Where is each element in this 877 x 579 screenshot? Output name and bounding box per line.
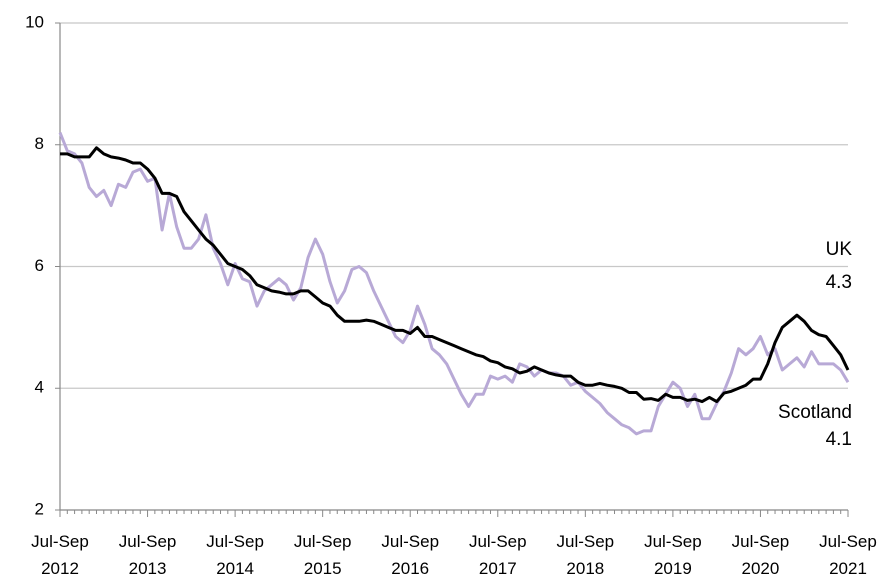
y-tick-label: 10 bbox=[25, 12, 44, 31]
data-label: 4.1 bbox=[826, 429, 852, 450]
x-tick-label: Jul-Sep 2012 bbox=[31, 532, 89, 578]
x-tick-label: Jul-Sep 2016 bbox=[381, 532, 439, 578]
x-tick-label: Jul-Sep 2015 bbox=[294, 532, 352, 578]
x-tick-label: Jul-Sep 2020 bbox=[732, 532, 790, 578]
legend-label: UK bbox=[826, 239, 853, 260]
line-series bbox=[60, 146, 850, 404]
legend-label: Scotland bbox=[778, 402, 852, 423]
x-tick-label: Jul-Sep 2018 bbox=[557, 532, 615, 578]
line-series bbox=[58, 132, 850, 436]
x-tick-label: Jul-Sep 2014 bbox=[206, 532, 264, 578]
x-tick-label: Jul-Sep 2021 bbox=[819, 532, 877, 578]
x-tick-label: Jul-Sep 2017 bbox=[469, 532, 527, 578]
y-tick-label: 6 bbox=[35, 256, 44, 275]
y-tick-label: 4 bbox=[35, 378, 44, 397]
x-tick-label: Jul-Sep 2013 bbox=[119, 532, 177, 578]
y-tick-label: 2 bbox=[35, 499, 44, 518]
data-label: 4.3 bbox=[826, 272, 852, 293]
x-tick-label: Jul-Sep 2019 bbox=[644, 532, 702, 578]
y-tick-label: 8 bbox=[35, 134, 44, 153]
